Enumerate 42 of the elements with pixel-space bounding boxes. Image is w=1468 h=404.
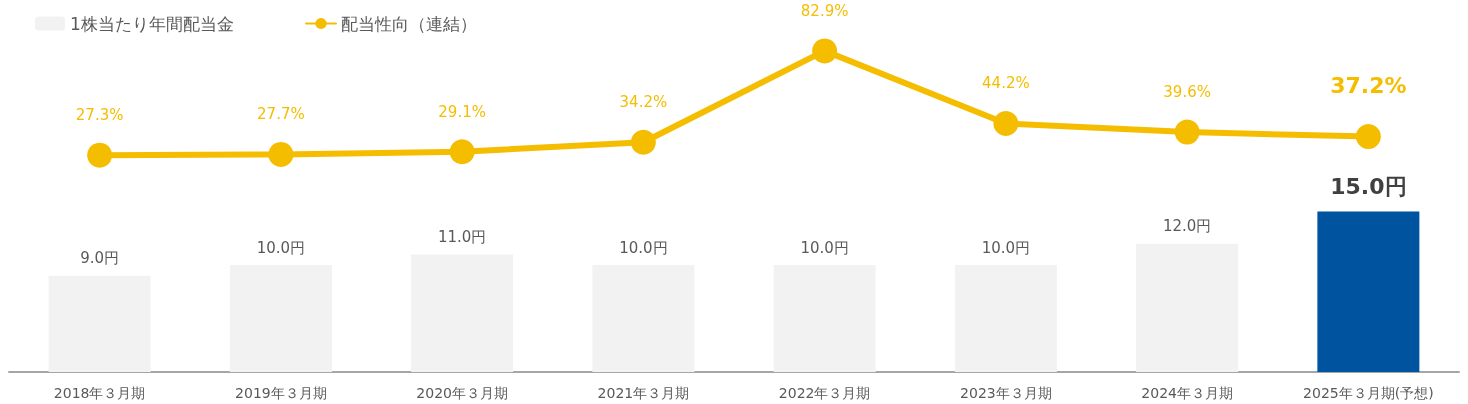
data-label: 9.0円: [80, 249, 120, 268]
data-label: 10.0円: [800, 238, 849, 257]
bar: [954, 265, 1057, 372]
x-tick-label: 2024年３月期: [1141, 385, 1233, 401]
data-label: 27.7%: [257, 105, 305, 124]
data-label: 27.3%: [75, 106, 124, 125]
data-label: 39.6%: [1163, 83, 1211, 102]
point: [268, 141, 294, 167]
bar: [592, 265, 695, 372]
data-label: 10.0円: [256, 238, 306, 257]
legend-label: 1株当たり年間配当金: [70, 13, 234, 34]
data-label: 37.2%: [1330, 72, 1407, 98]
point: [87, 142, 113, 168]
data-label: 82.9%: [800, 1, 849, 20]
x-tick-label: 2019年３月期: [235, 385, 327, 401]
bar: [1136, 243, 1239, 372]
data-label: 10.0円: [981, 238, 1031, 257]
x-tick-label: 2020年３月期: [416, 385, 508, 401]
data-label: 29.1%: [438, 102, 486, 121]
x-tick-label: 2023年３月期: [960, 385, 1052, 401]
point: [1355, 124, 1381, 150]
point: [1174, 119, 1200, 145]
point: [812, 38, 838, 64]
bar: [411, 254, 514, 372]
data-label: 34.2%: [619, 93, 668, 112]
legend-label: 配当性向（連結）: [341, 13, 477, 34]
point: [630, 129, 656, 155]
bar: [1317, 211, 1420, 372]
data-label: 44.2%: [982, 74, 1030, 93]
x-tick-label: 2025年３月期(予想): [1303, 385, 1434, 401]
x-tick-label: 2018年３月期: [53, 385, 146, 401]
bar: [229, 265, 332, 372]
point: [993, 110, 1019, 136]
data-label: 15.0円: [1330, 174, 1407, 200]
data-label: 10.0円: [619, 238, 668, 257]
bar: [773, 265, 876, 372]
x-tick-label: 2021年３月期: [597, 385, 690, 401]
point: [449, 139, 475, 165]
x-tick-label: 2022年３月期: [778, 385, 871, 401]
data-label: 12.0円: [1162, 217, 1212, 236]
bar: [48, 275, 151, 372]
data-label: 11.0円: [437, 227, 487, 246]
